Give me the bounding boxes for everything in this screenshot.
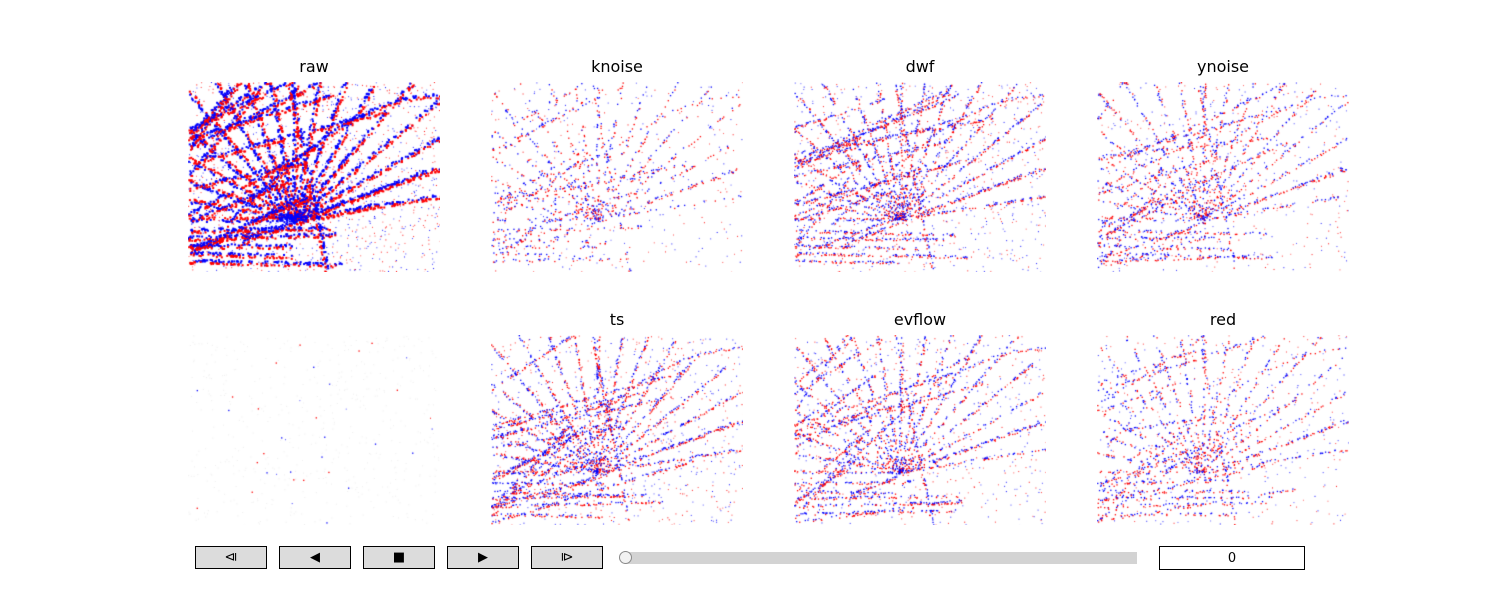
stop-icon: ■ [392,550,406,565]
panel-raw: raw [188,57,440,272]
event-image [491,82,743,272]
frame-slider-track[interactable] [626,552,1137,564]
step-forward-button[interactable]: ⧐ [531,546,603,569]
event-image [1097,82,1349,272]
event-image [1097,335,1349,525]
frame-slider-handle[interactable] [619,551,632,564]
panel-empty [188,335,440,525]
event-image [491,335,743,525]
event-image [794,335,1046,525]
play-icon: ▶ [478,550,488,565]
panel-dwf: dwf [794,57,1046,272]
panel-title: ynoise [1196,57,1250,76]
panel-knoise: knoise [491,57,743,272]
event-image [188,335,440,525]
play-reverse-icon: ◀ [310,550,320,565]
step-back-button[interactable]: ⧏ [195,546,267,569]
frame-number-field[interactable]: 0 [1159,546,1305,570]
frame-number-value: 0 [1227,550,1237,566]
step-back-icon: ⧏ [224,550,238,565]
panel-evflow: evflow [794,310,1046,525]
panel-title: ts [609,310,625,329]
panel-ts: ts [491,310,743,525]
event-image [794,82,1046,272]
play-button[interactable]: ▶ [447,546,519,569]
panel-title: dwf [905,57,935,76]
panel-red: red [1097,310,1349,525]
event-image [188,82,440,272]
stop-button[interactable]: ■ [363,546,435,569]
panel-title: knoise [591,57,643,76]
panel-title: evflow [893,310,947,329]
panel-title: raw [299,57,329,76]
step-forward-icon: ⧐ [560,550,574,565]
play-reverse-button[interactable]: ◀ [279,546,351,569]
panel-title: red [1209,310,1237,329]
panel-ynoise: ynoise [1097,57,1349,272]
